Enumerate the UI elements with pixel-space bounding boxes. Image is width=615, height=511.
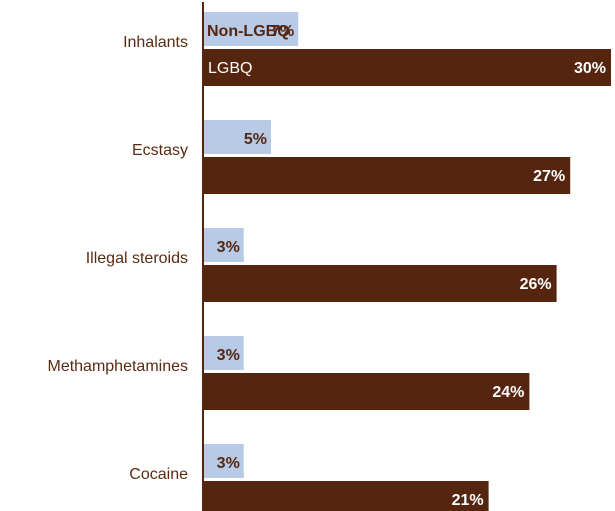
bar-non-lgbq-ecstasy [203, 120, 271, 154]
labels-layer: Inhalants 7% 30% Non-LGBQ LGBQ Ecstasy 5% 27% Il… [47, 23, 606, 509]
value-label-non-lgbq-cocaine: 3% [217, 455, 240, 472]
value-label-lgbq-ecstasy: 27% [533, 168, 565, 185]
value-label-non-lgbq-methamphetamines: 3% [217, 347, 240, 364]
bar-non-lgbq-illegal-steroids [203, 228, 244, 262]
category-label-inhalants: Inhalants [123, 34, 188, 51]
value-label-lgbq-inhalants: 30% [574, 60, 606, 77]
category-label-methamphetamines: Methamphetamines [47, 358, 188, 375]
bar-non-lgbq-inhalants [203, 12, 299, 46]
value-label-lgbq-illegal-steroids: 26% [520, 276, 552, 293]
value-label-non-lgbq-ecstasy: 5% [244, 131, 267, 148]
value-label-non-lgbq-illegal-steroids: 3% [217, 239, 240, 256]
series-label-non-lgbq: Non-LGBQ [207, 23, 290, 40]
value-label-lgbq-methamphetamines: 24% [492, 384, 524, 401]
category-label-illegal-steroids: Illegal steroids [86, 250, 188, 267]
bar-non-lgbq-methamphetamines [203, 336, 244, 370]
value-label-lgbq-cocaine: 21% [452, 492, 484, 509]
bar-lgbq-methamphetamines [203, 373, 530, 410]
bar-lgbq-cocaine [203, 481, 489, 511]
category-label-cocaine: Cocaine [129, 466, 188, 483]
bars-layer [203, 12, 611, 511]
category-label-ecstasy: Ecstasy [132, 142, 188, 159]
bar-lgbq-inhalants [203, 49, 611, 86]
series-label-lgbq: LGBQ [208, 60, 252, 77]
value-label-non-lgbq-inhalants: 7% [271, 23, 294, 40]
bar-lgbq-illegal-steroids [203, 265, 557, 302]
bar-non-lgbq-cocaine [203, 444, 244, 478]
bar-lgbq-ecstasy [203, 157, 571, 194]
